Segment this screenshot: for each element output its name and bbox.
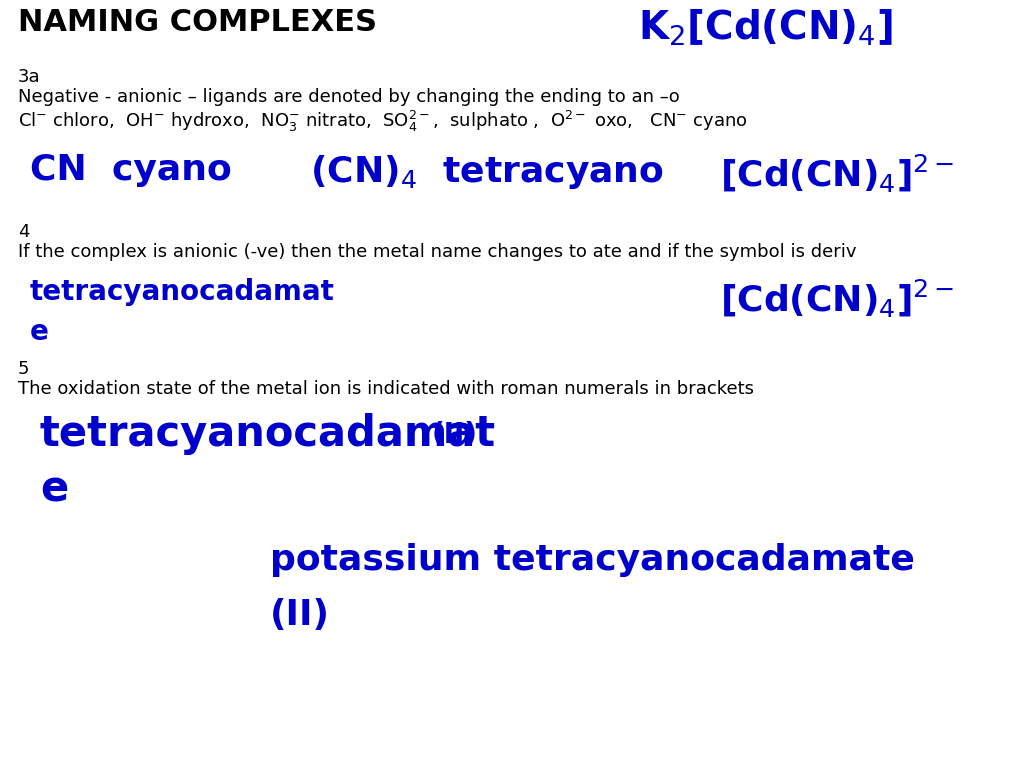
Text: 5: 5 [18,360,30,378]
Text: tetracyanocadamat: tetracyanocadamat [40,413,496,455]
Text: Cl$^{-}$ chloro,  OH$^{-}$ hydroxo,  NO$_{3}^{-}$ nitrato,  SO$_{4}^{2-}$,  sulp: Cl$^{-}$ chloro, OH$^{-}$ hydroxo, NO$_{… [18,109,748,134]
Text: K$_2$[Cd(CN)$_4$]: K$_2$[Cd(CN)$_4$] [638,8,893,48]
Text: CN  cyano: CN cyano [30,153,231,187]
Text: NAMING COMPLEXES: NAMING COMPLEXES [18,8,377,37]
Text: If the complex is anionic (-ve) then the metal name changes to ate and if the sy: If the complex is anionic (-ve) then the… [18,243,856,261]
Text: potassium tetracyanocadamate: potassium tetracyanocadamate [270,543,914,577]
Text: The oxidation state of the metal ion is indicated with roman numerals in bracket: The oxidation state of the metal ion is … [18,380,754,398]
Text: [Cd(CN)$_4$]$^{2-}$: [Cd(CN)$_4$]$^{2-}$ [720,278,954,320]
Text: (II): (II) [432,421,478,449]
Text: [Cd(CN)$_4$]$^{2-}$: [Cd(CN)$_4$]$^{2-}$ [720,153,954,195]
Text: 3a: 3a [18,68,41,86]
Text: (II): (II) [270,598,330,632]
Text: e: e [30,318,49,346]
Text: Negative - anionic – ligands are denoted by changing the ending to an –o: Negative - anionic – ligands are denoted… [18,88,680,106]
Text: tetracyanocadamat: tetracyanocadamat [30,278,335,306]
Text: e: e [40,468,69,510]
Text: (CN)$_4$  tetracyano: (CN)$_4$ tetracyano [310,153,664,191]
Text: 4: 4 [18,223,30,241]
